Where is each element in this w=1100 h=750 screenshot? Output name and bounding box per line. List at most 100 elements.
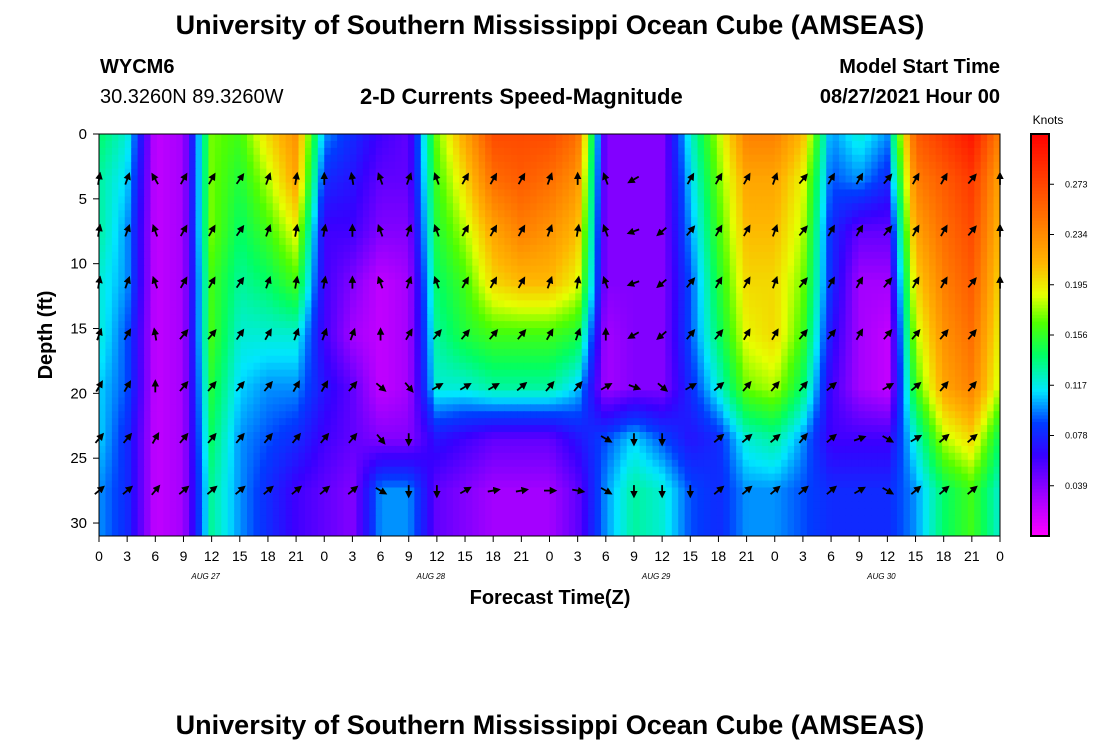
heat-cell [877, 154, 885, 163]
heat-cell [703, 147, 711, 156]
heat-cell [987, 244, 995, 253]
heat-cell [382, 168, 390, 177]
heat-cell [124, 376, 132, 385]
heat-cell [465, 237, 473, 246]
heat-cell [588, 293, 596, 301]
heat-cell [427, 237, 435, 246]
heat-cell [452, 335, 460, 343]
heat-cell [658, 300, 666, 308]
heat-cell [189, 175, 197, 184]
heat-cell [362, 147, 370, 156]
heat-cell [562, 189, 570, 197]
heat-cell [620, 196, 628, 204]
heat-cell [201, 348, 210, 357]
heat-cell [806, 362, 814, 371]
heat-cell [292, 251, 300, 260]
heat-cell [144, 286, 152, 295]
heat-cell [890, 335, 898, 343]
heat-cell [163, 154, 171, 163]
heat-cell [665, 217, 673, 225]
heat-cell [247, 272, 255, 281]
heat-cell [272, 134, 280, 142]
heat-cell [600, 140, 609, 149]
heat-cell [163, 341, 171, 350]
heat-cell [208, 348, 216, 357]
heat-cell [555, 231, 563, 239]
heat-cell [864, 203, 872, 211]
heat-cell [594, 196, 602, 204]
heat-cell [671, 244, 679, 253]
heat-cell [388, 203, 396, 211]
heat-cell [504, 362, 512, 371]
heat-cell [658, 369, 666, 378]
heat-cell [678, 293, 686, 301]
heat-cell [491, 203, 499, 211]
heat-cell [304, 328, 312, 336]
heat-cell [723, 161, 731, 170]
heat-cell [736, 231, 744, 239]
heat-cell [600, 210, 609, 218]
heat-cell [253, 251, 261, 260]
heat-cell [356, 196, 364, 204]
heat-cell [317, 182, 325, 191]
heat-cell [311, 258, 319, 267]
heat-cell [156, 244, 164, 253]
heat-cell [916, 265, 924, 274]
heat-cell [929, 272, 937, 281]
heat-cell [317, 134, 325, 142]
heat-cell [884, 265, 892, 274]
heat-cell [433, 265, 441, 274]
heat-cell [272, 272, 280, 281]
heat-cell [961, 224, 969, 232]
heat-cell [600, 154, 609, 163]
heat-cell [652, 161, 660, 170]
heat-cell [382, 348, 390, 357]
heat-cell [562, 348, 570, 357]
heat-cell [588, 189, 596, 197]
heat-cell [884, 348, 892, 357]
heat-cell [214, 237, 222, 246]
heat-cell [691, 369, 699, 378]
heat-cell [298, 265, 306, 274]
heat-cell [594, 362, 602, 371]
heat-cell [691, 244, 699, 253]
heat-cell [240, 161, 248, 170]
heat-cell [749, 140, 757, 149]
heat-cell [124, 154, 132, 163]
heat-cell [897, 244, 905, 253]
heat-cell [446, 224, 454, 232]
heat-cell [272, 210, 280, 218]
heat-cell [504, 376, 512, 385]
heat-cell [691, 355, 699, 364]
heat-cell [942, 147, 950, 156]
heat-cell [517, 265, 525, 274]
heat-cell [517, 244, 525, 253]
heat-cell [530, 341, 538, 350]
heat-cell [800, 300, 808, 308]
heat-cell [755, 272, 763, 281]
heat-cell [375, 265, 383, 274]
heat-cell [446, 196, 454, 204]
heat-cell [929, 140, 937, 149]
heat-cell [851, 154, 860, 163]
heat-cell [613, 300, 621, 308]
heat-cell [407, 134, 415, 142]
heat-cell [395, 265, 403, 274]
heat-cell [433, 244, 441, 253]
heat-cell [472, 210, 480, 218]
heat-cell [980, 314, 988, 322]
heat-cell [581, 168, 589, 177]
heat-cell [787, 328, 795, 336]
heat-cell [144, 355, 152, 364]
heat-cell [562, 272, 570, 281]
heat-cell [987, 182, 995, 191]
heat-cell [909, 307, 917, 315]
heat-cell [510, 265, 518, 274]
heat-cell [523, 251, 531, 260]
heat-cell [691, 203, 699, 211]
heat-cell [613, 272, 621, 281]
heat-cell [671, 328, 679, 336]
heat-cell [478, 307, 486, 315]
heat-cell [897, 272, 905, 281]
heat-cell [491, 154, 499, 163]
